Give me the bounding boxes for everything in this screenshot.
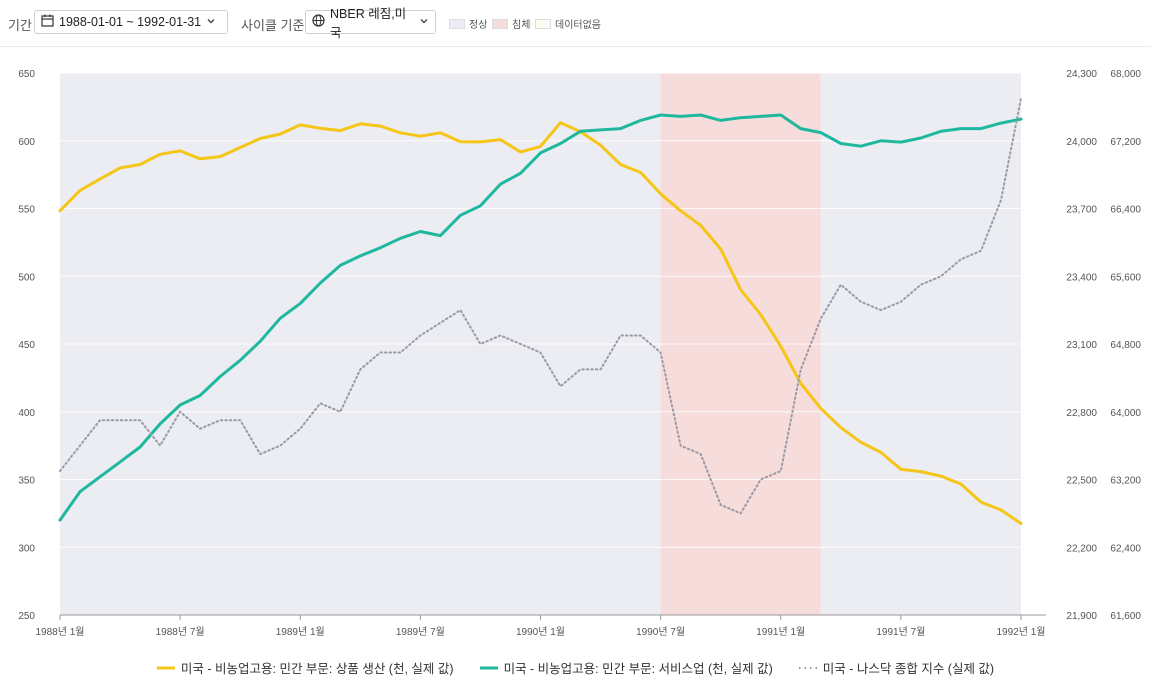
right-axis-1-tick-label: 21,900 — [1066, 611, 1097, 622]
legend-nasdaq-label: 미국 - 나스닥 종합 지수 (실제 값) — [822, 662, 995, 676]
x-axis-tick-label: 1991년 1월 — [756, 626, 805, 638]
legend-services-label: 미국 - 비농업고용: 민간 부문: 서비스업 (천, 실제 값) — [503, 662, 773, 676]
chevron-down-icon — [419, 16, 429, 29]
x-axis-tick-label: 1992년 1월 — [997, 626, 1046, 638]
x-axis-tick-label: 1990년 7월 — [636, 626, 685, 638]
right-axis-1-tick-label: 24,300 — [1066, 69, 1097, 80]
legend-recession: 침체 — [492, 16, 530, 31]
legend-nodata-label: 데이터없음 — [555, 20, 601, 31]
series-line-2 — [59, 97, 1022, 515]
left-axis-tick-label: 300 — [18, 543, 35, 554]
left-axis-tick-label: 600 — [18, 137, 35, 148]
period-selector[interactable]: 1988-01-01 ~ 1992-01-31 — [34, 10, 228, 34]
x-axis-tick-label: 1989년 1월 — [276, 626, 325, 638]
right-axis-2-tick-label: 62,400 — [1110, 543, 1141, 554]
services-line-swatch — [479, 666, 498, 669]
chevron-down-icon — [206, 16, 216, 29]
calendar-icon — [41, 14, 54, 30]
legend-goods[interactable]: 미국 - 비농업고용: 민간 부문: 상품 생산 (천, 실제 값) — [156, 658, 454, 677]
left-axis-tick-label: 450 — [18, 340, 35, 351]
cycle-label: 사이클 기준 — [241, 18, 305, 33]
x-axis-tick-label: 1989년 7월 — [396, 626, 445, 638]
right-axis-2-tick-label: 66,400 — [1110, 205, 1141, 216]
right-axis-1-tick-label: 22,200 — [1066, 543, 1097, 554]
x-axis-tick-label: 1988년 1월 — [36, 626, 85, 638]
period-label: 기간 — [8, 18, 32, 33]
legend-normal: 정상 — [449, 16, 487, 31]
right-axis-2-tick-label: 64,800 — [1110, 340, 1141, 351]
right-axis-1-tick-label: 23,700 — [1066, 205, 1097, 216]
right-axis-2-tick-label: 61,600 — [1110, 611, 1141, 622]
right-axis-1-tick-label: 24,000 — [1066, 137, 1097, 148]
right-axis-2-tick-label: 67,200 — [1110, 137, 1141, 148]
series-legend: 미국 - 비농업고용: 민간 부문: 상품 생산 (천, 실제 값) 미국 - … — [0, 658, 1151, 677]
legend-normal-label: 정상 — [469, 20, 488, 31]
right-axis-1-tick-label: 22,500 — [1066, 476, 1097, 487]
chart: 650 24,300 68,000 600 24,000 67,200 550 23,700 6… — [18, 69, 1141, 638]
legend-goods-label: 미국 - 비농업고용: 민간 부문: 상품 생산 (천, 실제 값) — [180, 662, 454, 676]
legend-nodata: 데이터없음 — [535, 16, 601, 31]
cycle-value: NBER 레짐,미국 — [330, 7, 407, 40]
x-axis-tick-label: 1990년 1월 — [516, 626, 565, 638]
globe-icon — [312, 14, 325, 30]
goods-line-swatch — [156, 666, 175, 669]
x-axis-tick-label: 1991년 7월 — [876, 626, 925, 638]
legend-services[interactable]: 미국 - 비농업고용: 민간 부문: 서비스업 (천, 실제 값) — [479, 658, 773, 677]
left-axis-tick-label: 650 — [18, 69, 35, 80]
right-axis-2-tick-label: 65,600 — [1110, 272, 1141, 283]
left-axis-tick-label: 250 — [18, 611, 35, 622]
cycle-selector[interactable]: NBER 레짐,미국 — [305, 7, 436, 40]
recession-swatch — [492, 18, 508, 29]
toolbar: 기간 1988-01-01 ~ 1992-01-31 사이클 기준 NBER 레… — [0, 0, 1151, 47]
left-axis-tick-label: 400 — [18, 408, 35, 419]
right-axis-2-tick-label: 64,000 — [1110, 408, 1141, 419]
left-axis-tick-label: 550 — [18, 205, 35, 216]
right-axis-1-tick-label: 22,800 — [1066, 408, 1097, 419]
legend-nasdaq[interactable]: 미국 - 나스닥 종합 지수 (실제 값) — [798, 658, 995, 677]
left-axis-tick-label: 350 — [18, 476, 35, 487]
series-line-1 — [58, 113, 1023, 522]
right-axis-2-tick-label: 68,000 — [1110, 69, 1141, 80]
left-axis-tick-label: 500 — [18, 272, 35, 283]
right-axis-2-tick-label: 63,200 — [1110, 476, 1141, 487]
x-axis-tick-label: 1988년 7월 — [156, 626, 205, 638]
series-line-0 — [58, 121, 1023, 525]
normal-swatch — [449, 18, 465, 29]
nasdaq-line-swatch — [798, 666, 817, 669]
nodata-swatch — [535, 18, 551, 29]
right-axis-1-tick-label: 23,400 — [1066, 272, 1097, 283]
right-axis-1-tick-label: 23,100 — [1066, 340, 1097, 351]
period-value: 1988-01-01 ~ 1992-01-31 — [59, 15, 202, 29]
legend-recession-label: 침체 — [512, 20, 531, 31]
